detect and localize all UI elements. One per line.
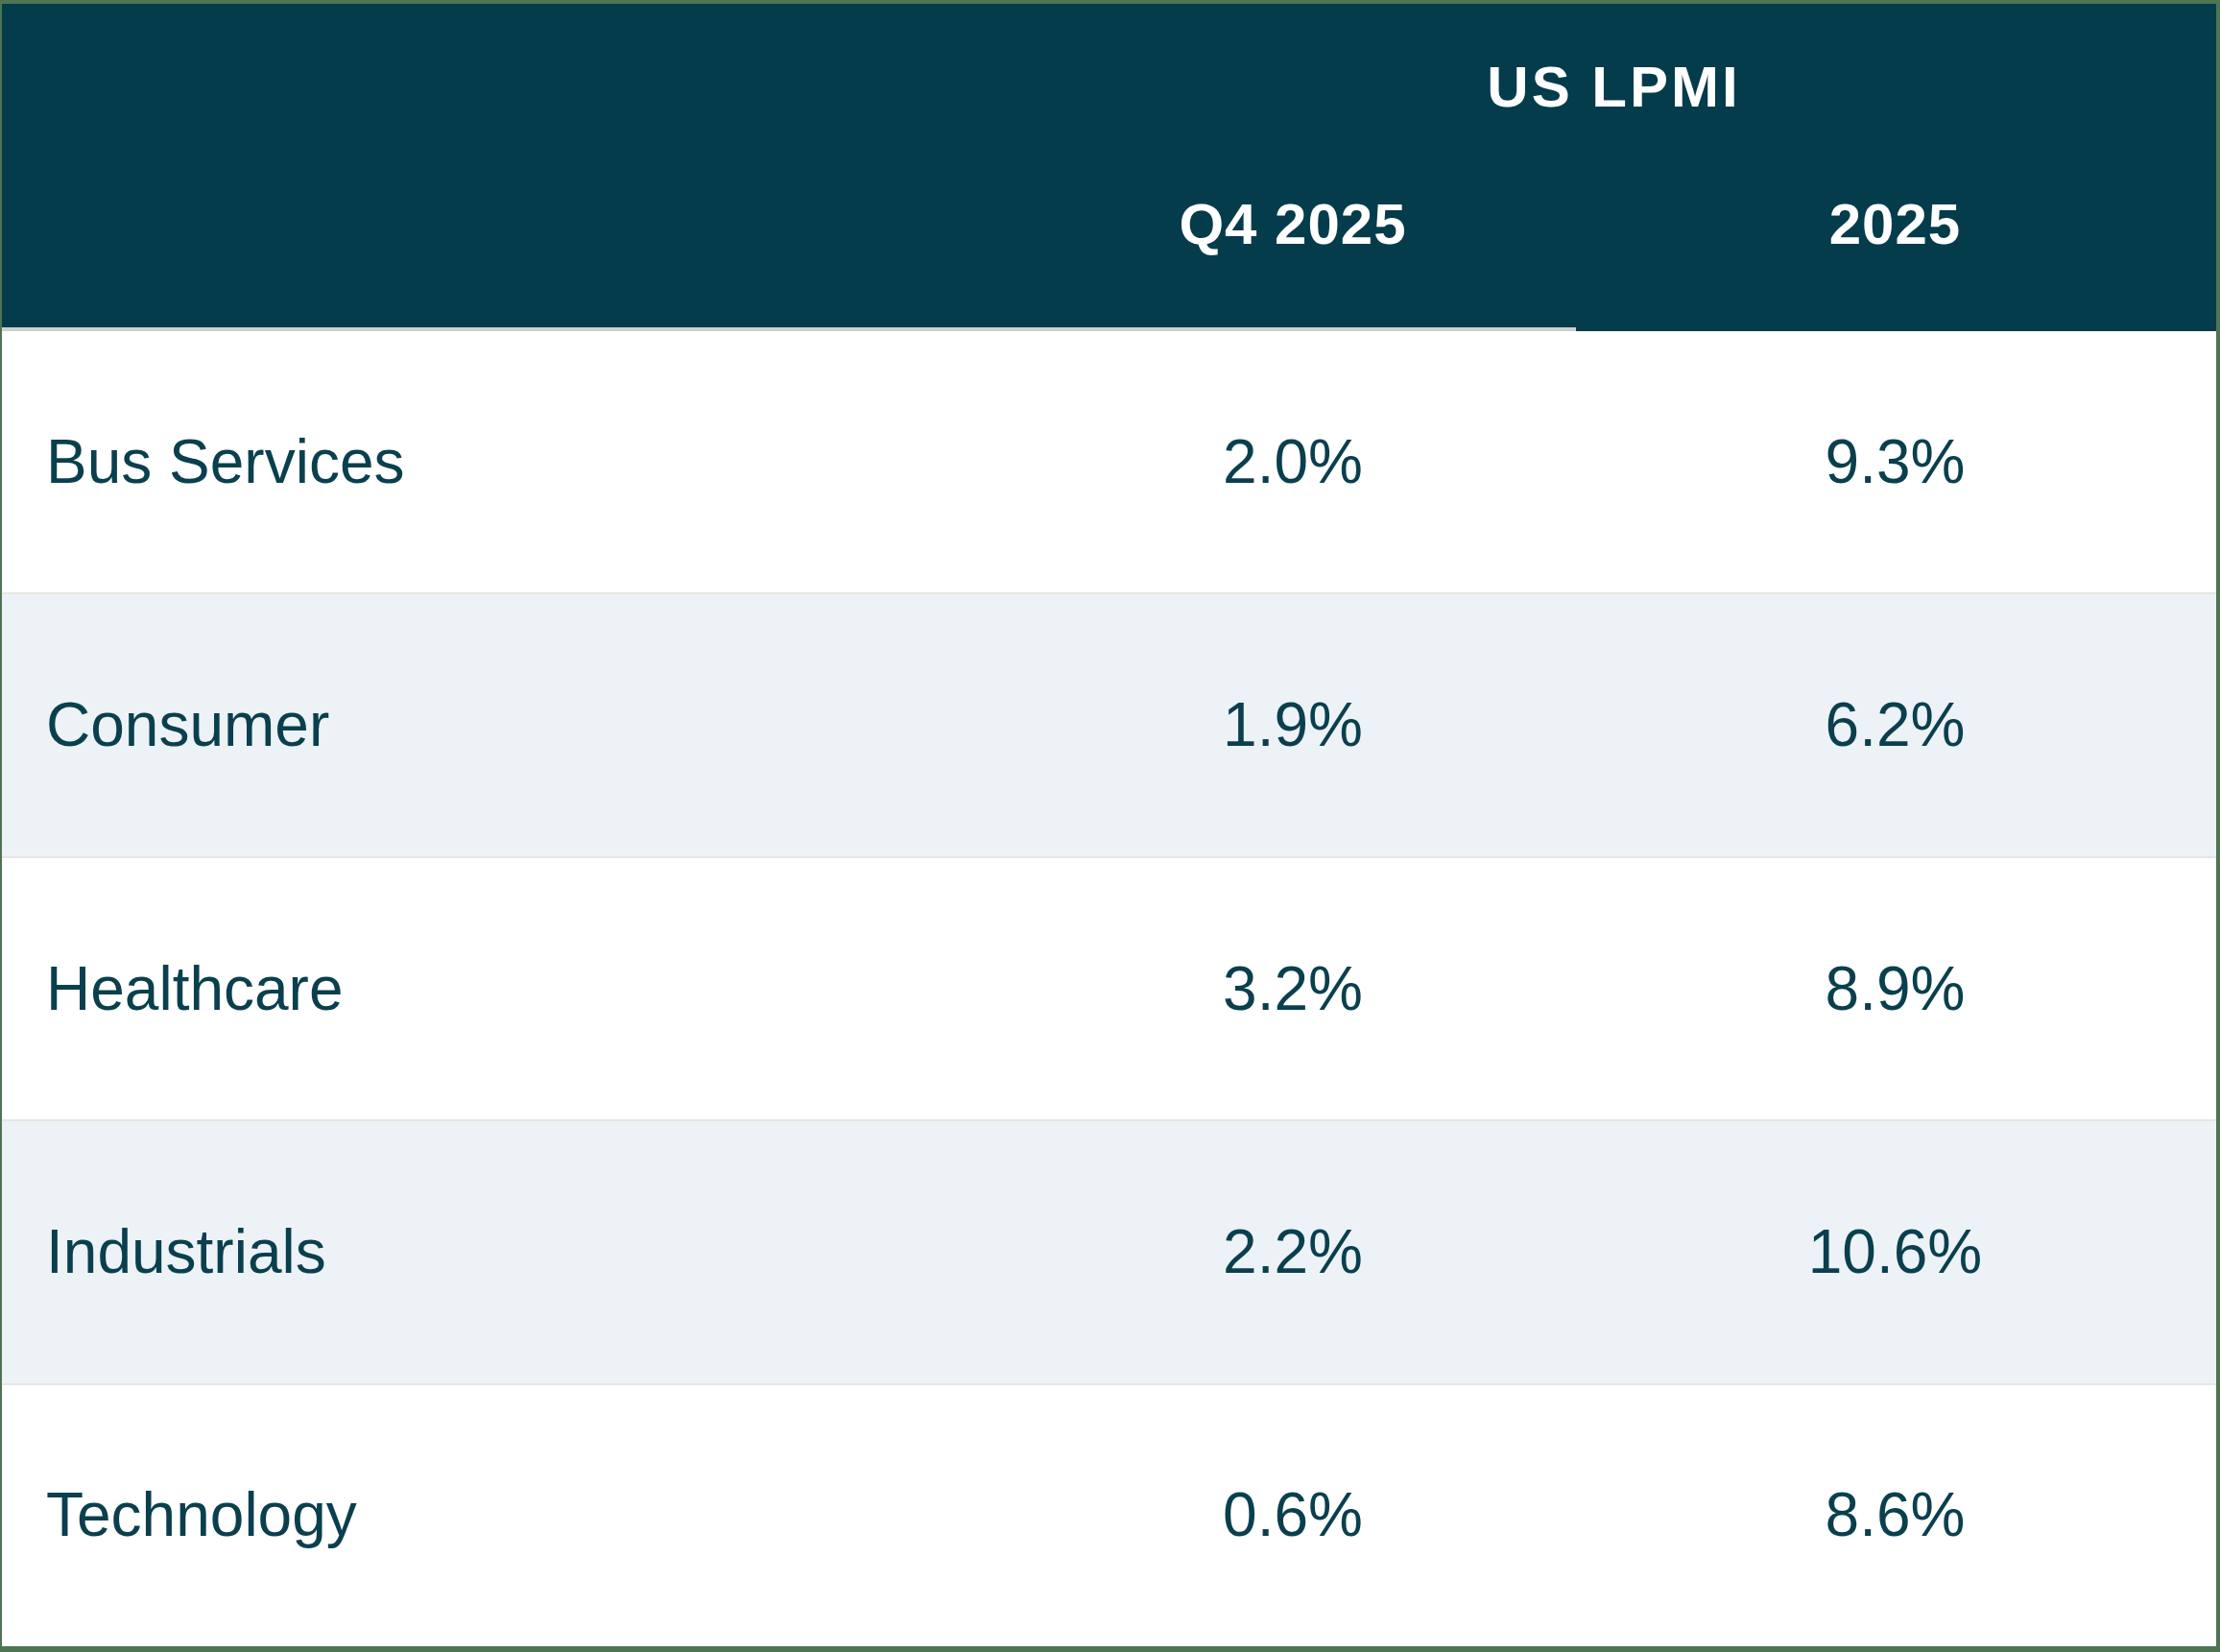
lpmi-sector-table: US LPMI Q4 2025 2025 Bus Services 2.0% 9… xyxy=(0,0,2220,1652)
fy-2025-value: 10.6% xyxy=(1574,1215,2216,1289)
q4-2025-value: 3.2% xyxy=(1012,952,1574,1026)
column-header-q4-2025: Q4 2025 xyxy=(1012,156,1574,331)
table-body: Bus Services 2.0% 9.3% Consumer 1.9% 6.2… xyxy=(2,331,2216,1646)
table-row-bus-services: Bus Services 2.0% 9.3% xyxy=(2,331,2216,592)
table-header-band: US LPMI Q4 2025 2025 xyxy=(2,4,2216,331)
q4-2025-value: 1.9% xyxy=(1012,688,1574,762)
row-label: Consumer xyxy=(2,688,1012,762)
column-header-2025: 2025 xyxy=(1574,156,2216,331)
table-row-technology: Technology 0.6% 8.6% xyxy=(2,1383,2216,1646)
table-row-consumer: Consumer 1.9% 6.2% xyxy=(2,592,2216,855)
fy-2025-value: 9.3% xyxy=(1574,425,2216,499)
table-row-healthcare: Healthcare 3.2% 8.9% xyxy=(2,856,2216,1119)
row-label: Industrials xyxy=(2,1215,1012,1289)
row-label: Bus Services xyxy=(2,425,1012,499)
row-label: Technology xyxy=(2,1478,1012,1552)
q4-2025-value: 2.0% xyxy=(1012,425,1574,499)
table-row-industrials: Industrials 2.2% 10.6% xyxy=(2,1119,2216,1382)
q4-2025-value: 0.6% xyxy=(1012,1478,1574,1552)
q4-2025-value: 2.2% xyxy=(1012,1215,1574,1289)
fy-2025-value: 6.2% xyxy=(1574,688,2216,762)
header-underline xyxy=(2,327,1576,331)
row-label: Healthcare xyxy=(2,952,1012,1026)
fy-2025-value: 8.9% xyxy=(1574,952,2216,1026)
fy-2025-value: 8.6% xyxy=(1574,1478,2216,1552)
table-title: US LPMI xyxy=(1012,4,2216,156)
